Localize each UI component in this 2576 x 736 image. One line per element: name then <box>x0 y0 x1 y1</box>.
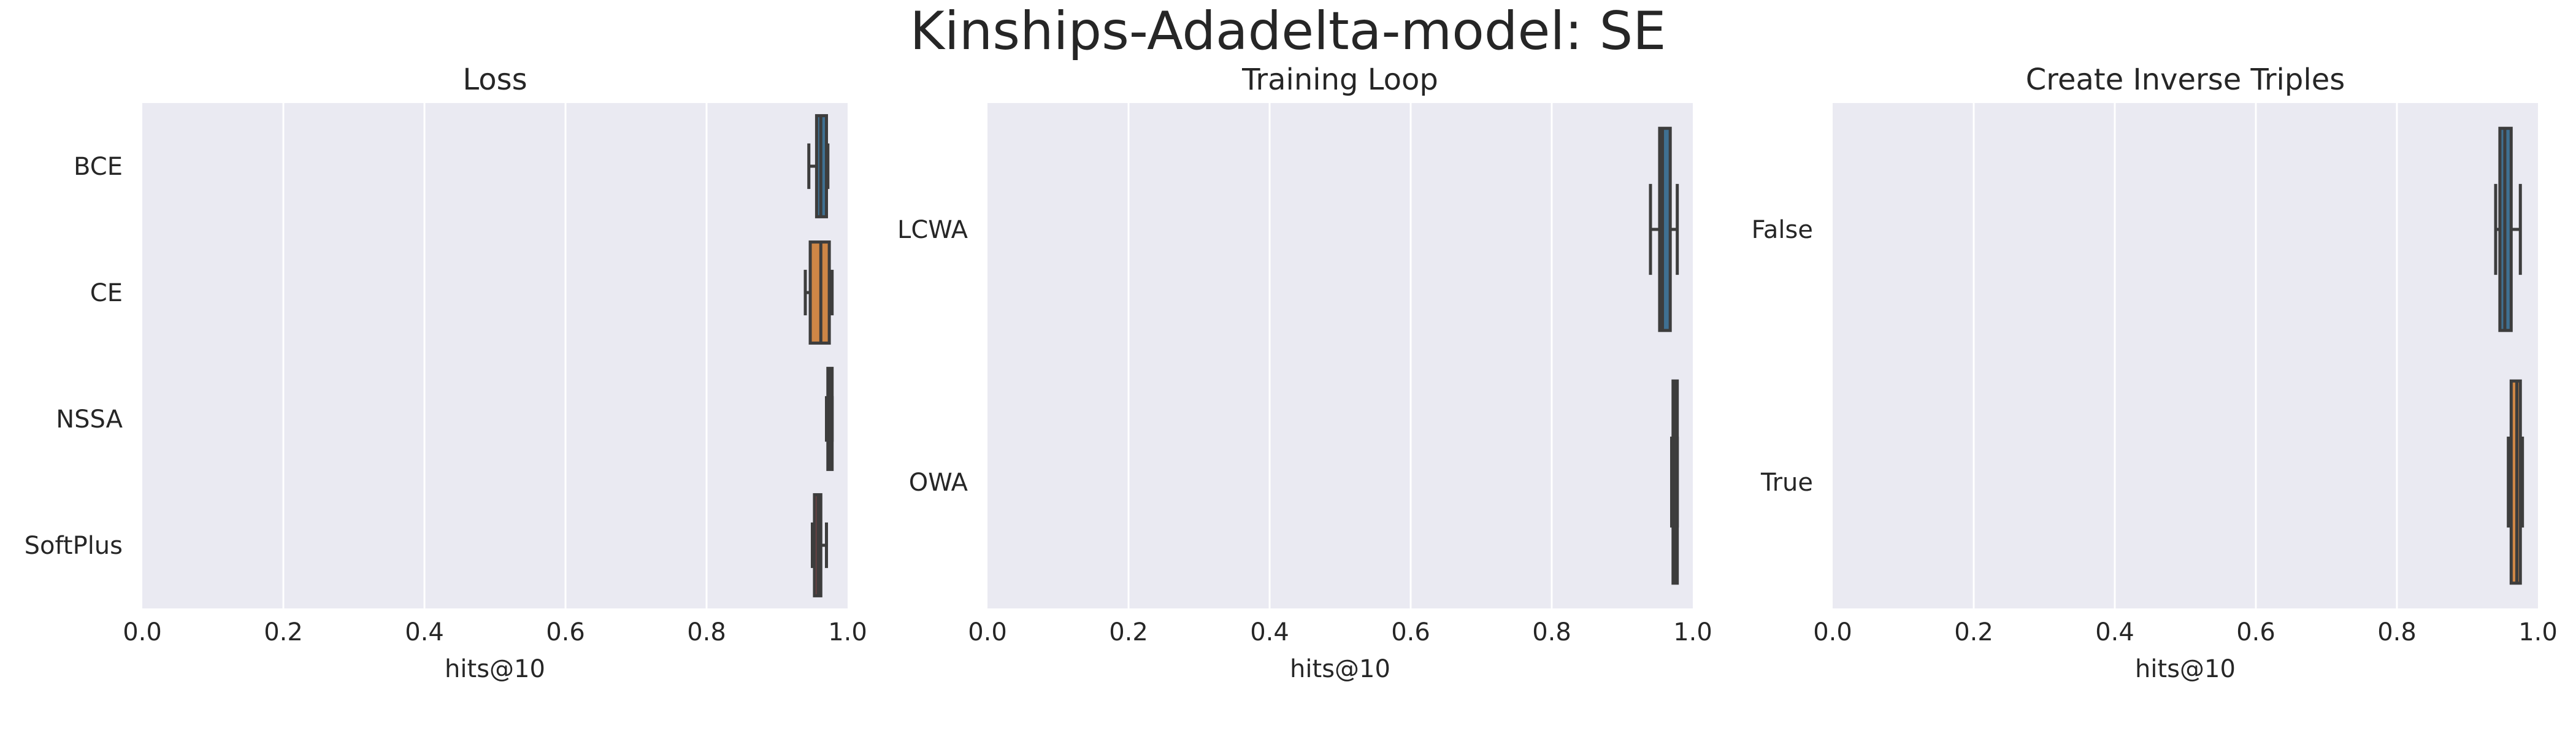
x-tick-label: 0.2 <box>1109 618 1148 646</box>
x-tick-label: 0.0 <box>968 618 1007 646</box>
chart-title: Create Inverse Triples <box>2026 63 2345 97</box>
panels: 0.0 0.2 0.4 0.6 0.8 1.0 Loss hits@10 BCE CE NSSA So… <box>25 63 2558 683</box>
plot-area <box>1833 103 2538 608</box>
y-tick-label: LCWA <box>897 216 968 244</box>
plot-area <box>142 103 848 608</box>
x-tick-label: 0.0 <box>1813 618 1852 646</box>
x-tick-label: 0.8 <box>687 618 726 646</box>
chart-title: Training Loop <box>1241 63 1438 97</box>
x-tick-label: 1.0 <box>828 618 867 646</box>
x-tick-label: 0.8 <box>2377 618 2417 646</box>
x-tick-label: 0.2 <box>264 618 303 646</box>
x-axis-label: hits@10 <box>445 655 545 683</box>
y-tick-label: BCE <box>74 153 123 181</box>
plot-area <box>987 103 1693 608</box>
x-tick-label: 0.4 <box>405 618 444 646</box>
x-tick-label: 0.0 <box>123 618 162 646</box>
y-tick-label: False <box>1752 216 1813 244</box>
y-tick-label: CE <box>90 279 123 307</box>
y-tick-label: NSSA <box>56 405 123 434</box>
x-tick-label: 0.6 <box>2236 618 2275 646</box>
x-tick-label: 1.0 <box>2518 618 2558 646</box>
x-tick-label: 1.0 <box>1673 618 1712 646</box>
x-tick-label: 0.2 <box>1954 618 1993 646</box>
x-tick-label: 0.4 <box>2095 618 2134 646</box>
chart-panel: 0.0 0.2 0.4 0.6 0.8 1.0 Loss hits@10 BCE CE NSSA So… <box>25 63 867 683</box>
chart-panel: 0.0 0.2 0.4 0.6 0.8 1.0 Training Loop hits@10 LC… <box>897 63 1712 683</box>
x-tick-label: 0.4 <box>1250 618 1289 646</box>
x-tick-label: 0.6 <box>546 618 585 646</box>
y-tick-label: True <box>1760 469 1813 497</box>
x-tick-label: 0.6 <box>1391 618 1430 646</box>
x-axis-label: hits@10 <box>1290 655 1390 683</box>
y-tick-label: OWA <box>909 469 968 497</box>
chart-panel: 0.0 0.2 0.4 0.6 0.8 1.0 Create Inverse Triples… <box>1752 63 2558 683</box>
x-tick-label: 0.8 <box>1532 618 1571 646</box>
figure-title: Kinships-Adadelta-model: SE <box>910 1 1666 62</box>
x-axis-label: hits@10 <box>2135 655 2236 683</box>
y-tick-label: SoftPlus <box>25 532 123 560</box>
chart-title: Loss <box>462 63 527 97</box>
